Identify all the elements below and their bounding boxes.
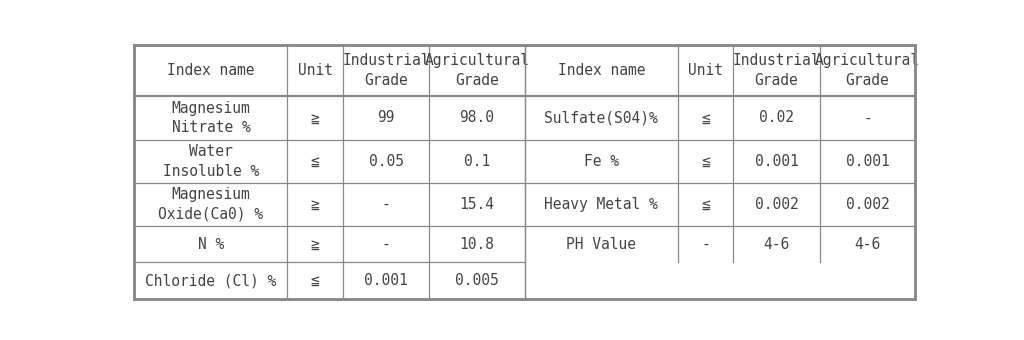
Text: Magnesium
Oxide(Ca0) %: Magnesium Oxide(Ca0) % (159, 187, 263, 222)
Text: Index name: Index name (558, 63, 645, 78)
Text: 0.001: 0.001 (365, 273, 408, 288)
Text: Unit: Unit (688, 63, 723, 78)
Text: ≦: ≦ (701, 110, 710, 125)
Text: -: - (382, 197, 390, 212)
Text: 99: 99 (377, 110, 395, 125)
Text: 0.005: 0.005 (455, 273, 499, 288)
Text: Unit: Unit (298, 63, 333, 78)
Text: Industrial
Grade: Industrial Grade (733, 53, 820, 88)
Text: PH Value: PH Value (566, 237, 636, 252)
Text: ≦: ≦ (701, 197, 710, 212)
Text: ≧: ≧ (311, 110, 319, 125)
Text: Agricultural
Grade: Agricultural Grade (815, 53, 920, 88)
Text: 15.4: 15.4 (460, 197, 495, 212)
Text: Industrial
Grade: Industrial Grade (342, 53, 430, 88)
Text: Magnesium
Nitrate %: Magnesium Nitrate % (172, 101, 250, 135)
Text: 0.002: 0.002 (846, 197, 889, 212)
Text: -: - (701, 237, 710, 252)
Text: 98.0: 98.0 (460, 110, 495, 125)
Text: Index name: Index name (167, 63, 255, 78)
Text: Sulfate(S04)%: Sulfate(S04)% (545, 110, 658, 125)
Text: Agricultural
Grade: Agricultural Grade (425, 53, 529, 88)
Text: 0.05: 0.05 (369, 154, 403, 169)
Text: N %: N % (198, 237, 224, 252)
Text: 4-6: 4-6 (854, 237, 881, 252)
Text: Chloride (Cl) %: Chloride (Cl) % (145, 273, 276, 288)
Text: ≦: ≦ (701, 154, 710, 169)
Text: 10.8: 10.8 (460, 237, 495, 252)
Text: Water
Insoluble %: Water Insoluble % (163, 144, 259, 178)
Text: ≦: ≦ (311, 154, 319, 169)
Text: -: - (863, 110, 871, 125)
Text: 0.1: 0.1 (464, 154, 490, 169)
Text: Heavy Metal %: Heavy Metal % (545, 197, 658, 212)
Text: ≧: ≧ (311, 197, 319, 212)
Text: ≦: ≦ (311, 273, 319, 288)
Text: 0.002: 0.002 (755, 197, 799, 212)
Text: -: - (382, 237, 390, 252)
Text: 4-6: 4-6 (763, 237, 790, 252)
Text: 0.001: 0.001 (846, 154, 889, 169)
Text: 0.001: 0.001 (755, 154, 799, 169)
Text: 0.02: 0.02 (759, 110, 794, 125)
Text: ≧: ≧ (311, 237, 319, 252)
Text: Fe %: Fe % (584, 154, 618, 169)
